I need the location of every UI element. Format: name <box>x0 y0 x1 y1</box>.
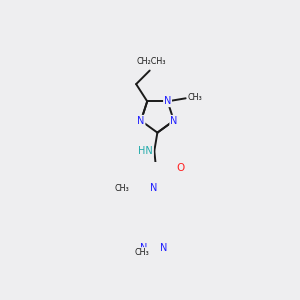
Text: N: N <box>140 243 147 253</box>
Text: N: N <box>137 116 145 126</box>
Text: CH₂CH₃: CH₂CH₃ <box>136 57 166 66</box>
Text: O: O <box>176 163 185 173</box>
Text: CH₃: CH₃ <box>187 93 202 102</box>
Text: CH₃: CH₃ <box>134 248 149 256</box>
Text: N: N <box>170 116 178 126</box>
Text: HN: HN <box>138 146 153 156</box>
Text: N: N <box>150 182 158 193</box>
Text: CH₃: CH₃ <box>114 184 129 193</box>
Text: N: N <box>160 243 167 253</box>
Text: N: N <box>164 96 171 106</box>
